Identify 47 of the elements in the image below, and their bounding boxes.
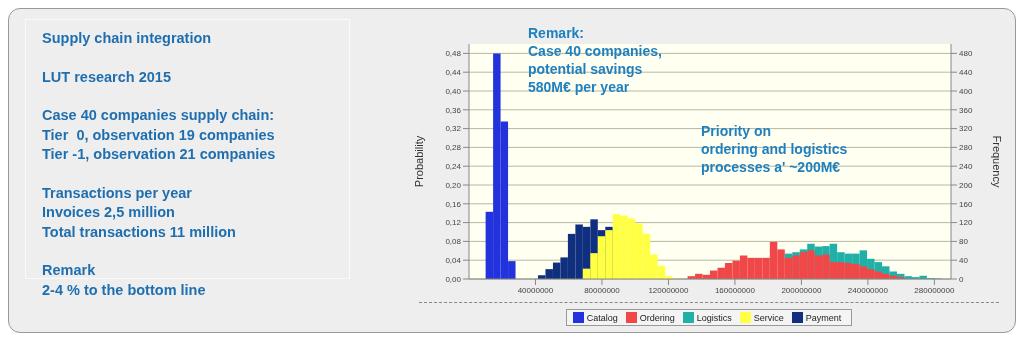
y-tick-label: 0,36: [445, 105, 462, 115]
y2-tick-label: 400: [959, 86, 973, 96]
x-tick-label: 280000000: [914, 285, 955, 295]
y-tick-label: 0,32: [445, 124, 462, 134]
legend-label: Catalog: [586, 312, 618, 323]
y2-tick-label: 240: [959, 162, 973, 172]
y-tick-label: 0,40: [445, 86, 462, 96]
text: Supply chain integration: [42, 29, 213, 48]
y2-tick-label: 80: [959, 237, 969, 247]
y2-tick-label: 480: [959, 49, 973, 59]
x-tick-label: 160000000: [714, 285, 756, 295]
y-tick-label: 0,04: [445, 256, 462, 266]
text: Case 40 companies supply chain: Tier 0, observation 19 companies Tier -1, observation 21 companies: [42, 106, 276, 164]
y-tick-label: 0,20: [445, 180, 462, 190]
text: Transactions per year Invoices 2,5 million Total transactions 11 million: [42, 183, 237, 242]
legend-label: Logistics: [696, 312, 732, 323]
annotation: Remark: Case 40 companies, potential savings 580M€ per year: [528, 24, 662, 96]
y-axis-title: Probability: [412, 135, 425, 188]
y2-tick-label: 360: [959, 105, 973, 115]
x-tick-label: 240000000: [847, 285, 889, 295]
legend-label: Payment: [805, 312, 842, 323]
legend-label: Ordering: [639, 312, 675, 323]
y2-tick-label: 200: [959, 180, 973, 190]
y-tick-label: 0,44: [445, 68, 462, 78]
y2-axis-title: Frequency: [991, 135, 1004, 188]
text: Remark 2-4 % to the bottom line: [42, 261, 207, 300]
legend-label: Service: [753, 312, 784, 323]
y2-tick-label: 160: [959, 199, 973, 209]
y2-tick-label: 0: [959, 274, 964, 284]
y2-tick-label: 40: [959, 256, 969, 266]
y-tick-label: 0,00: [445, 274, 462, 284]
annotation: Priority on ordering and logistics processes a' ~200M€: [701, 122, 848, 176]
y-tick-label: 0,12: [445, 218, 462, 228]
x-tick-label: 40000000: [517, 285, 554, 295]
y-tick-label: 0,28: [445, 143, 462, 153]
y2-tick-label: 120: [959, 218, 973, 228]
x-tick-label: 120000000: [648, 285, 690, 295]
y-tick-label: 0,16: [445, 199, 462, 209]
y2-tick-label: 320: [959, 124, 973, 134]
y-tick-label: 0,48: [445, 49, 462, 59]
y2-tick-label: 280: [959, 143, 973, 153]
y-tick-label: 0,24: [445, 162, 462, 172]
y-tick-label: 0,08: [445, 237, 462, 247]
y2-tick-label: 440: [959, 68, 973, 78]
x-tick-label: 200000000: [781, 285, 822, 295]
x-tick-label: 80000000: [584, 285, 621, 295]
text: LUT research 2015: [42, 67, 172, 87]
